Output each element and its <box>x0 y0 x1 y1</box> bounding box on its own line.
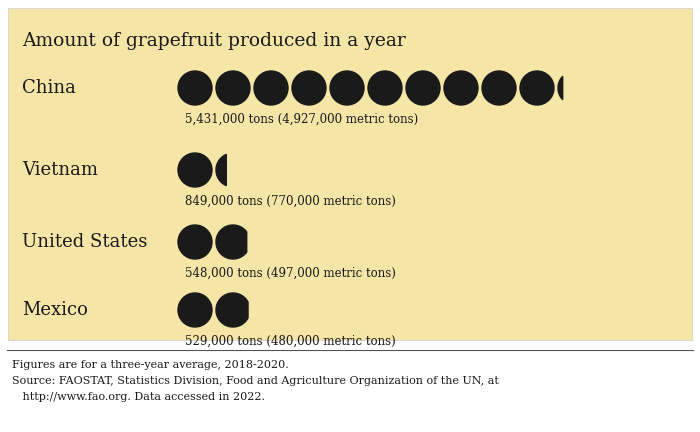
Text: 529,000 tons (480,000 metric tons): 529,000 tons (480,000 metric tons) <box>185 335 396 348</box>
Circle shape <box>520 71 554 105</box>
Circle shape <box>482 71 516 105</box>
Text: Figures are for a three-year average, 2018-2020.: Figures are for a three-year average, 20… <box>12 360 288 370</box>
Text: 5,431,000 tons (4,927,000 metric tons): 5,431,000 tons (4,927,000 metric tons) <box>185 113 419 126</box>
Circle shape <box>178 153 212 187</box>
Text: Amount of grapefruit produced in a year: Amount of grapefruit produced in a year <box>22 32 406 50</box>
Circle shape <box>178 293 212 327</box>
FancyBboxPatch shape <box>8 8 692 340</box>
Circle shape <box>254 71 288 105</box>
Text: United States: United States <box>22 233 148 251</box>
Text: Source: FAOSTAT, Statistics Division, Food and Agriculture Organization of the U: Source: FAOSTAT, Statistics Division, Fo… <box>12 376 499 386</box>
Polygon shape <box>216 154 226 186</box>
Text: 548,000 tons (497,000 metric tons): 548,000 tons (497,000 metric tons) <box>185 267 396 280</box>
Polygon shape <box>216 225 246 259</box>
Polygon shape <box>216 293 248 327</box>
Circle shape <box>178 225 212 259</box>
Polygon shape <box>558 76 563 100</box>
Circle shape <box>444 71 478 105</box>
Text: China: China <box>22 79 76 97</box>
Text: 849,000 tons (770,000 metric tons): 849,000 tons (770,000 metric tons) <box>185 195 396 208</box>
Text: http://www.fao.org. Data accessed in 2022.: http://www.fao.org. Data accessed in 202… <box>12 392 265 402</box>
Text: Mexico: Mexico <box>22 301 88 319</box>
Circle shape <box>330 71 364 105</box>
Circle shape <box>178 71 212 105</box>
Text: Vietnam: Vietnam <box>22 161 98 179</box>
Circle shape <box>292 71 326 105</box>
Circle shape <box>368 71 402 105</box>
Circle shape <box>216 71 250 105</box>
Circle shape <box>406 71 440 105</box>
